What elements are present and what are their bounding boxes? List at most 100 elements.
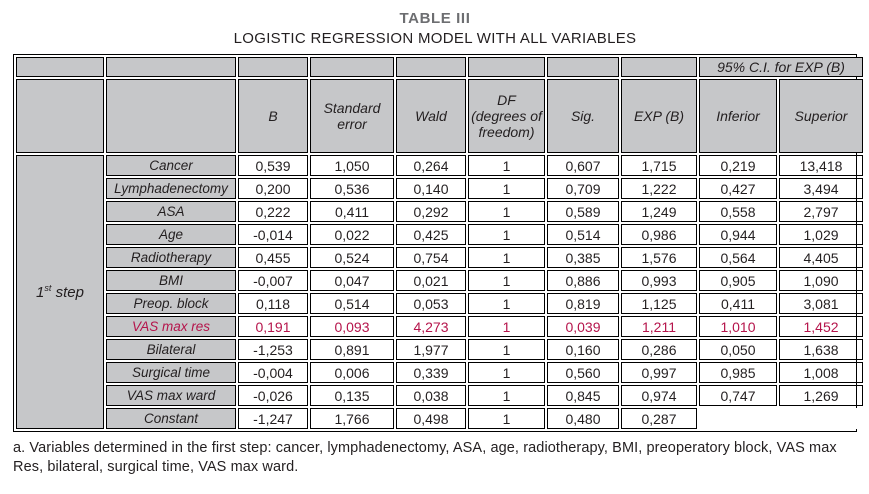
ci-group-header: 95% C.I. for EXP (B) — [699, 57, 864, 77]
value-cell: 0,222 — [238, 201, 308, 222]
value-cell: 1,125 — [621, 293, 697, 314]
value-cell: 0,754 — [396, 247, 466, 268]
value-cell: 0,560 — [547, 362, 619, 383]
variable-name: VAS max res — [106, 316, 236, 337]
empty-header-cell — [106, 79, 236, 153]
value-cell: 0,292 — [396, 201, 466, 222]
column-header-b: B — [238, 79, 308, 153]
value-cell: 1,977 — [396, 339, 466, 360]
empty-header-cell — [621, 57, 697, 77]
step-label: 1st step — [16, 155, 104, 429]
value-cell: 0,160 — [547, 339, 619, 360]
value-cell: 0,053 — [396, 293, 466, 314]
variable-name: Cancer — [106, 155, 236, 176]
value-cell: 0,339 — [396, 362, 466, 383]
table-row: ASA 0,222 0,411 0,292 1 0,589 1,249 0,558 2,797 — [16, 201, 864, 222]
value-cell: 1 — [468, 362, 545, 383]
value-cell: 1,269 — [779, 385, 864, 406]
column-header-standard-error: Standard error — [310, 79, 394, 153]
value-cell: 1,050 — [310, 155, 394, 176]
value-cell: 0,974 — [621, 385, 697, 406]
value-cell: 1,222 — [621, 178, 697, 199]
empty-header-cell — [310, 57, 394, 77]
table-row: Constant -1,247 1,766 0,498 1 0,480 0,287 — [16, 408, 864, 429]
table-row: VAS max res 0,191 0,093 4,273 1 0,039 1,211 1,0… — [16, 316, 864, 337]
table-row: Radiotherapy 0,455 0,524 0,754 1 0,385 1,576 0,… — [16, 247, 864, 268]
empty-header-cell — [106, 57, 236, 77]
table-row: Lymphadenectomy 0,200 0,536 0,140 1 0,709 1,22… — [16, 178, 864, 199]
value-cell: 0,905 — [699, 270, 777, 291]
value-cell: 1,008 — [779, 362, 864, 383]
value-cell: 0,709 — [547, 178, 619, 199]
value-cell: 0,480 — [547, 408, 619, 429]
variable-name: BMI — [106, 270, 236, 291]
table-row: BMI -0,007 0,047 0,021 1 0,886 0,993 0,905 1,090 — [16, 270, 864, 291]
value-cell: 0,411 — [699, 293, 777, 314]
value-cell: 0,427 — [699, 178, 777, 199]
value-cell: 3,494 — [779, 178, 864, 199]
variable-name: ASA — [106, 201, 236, 222]
empty-header-cell — [547, 57, 619, 77]
value-cell: 0,038 — [396, 385, 466, 406]
value-cell: 0,498 — [396, 408, 466, 429]
value-cell: 1,715 — [621, 155, 697, 176]
value-cell: 0,385 — [547, 247, 619, 268]
footnote: a. Variables determined in the first ste… — [13, 440, 837, 475]
value-cell: 0,287 — [621, 408, 697, 429]
value-cell: 0,191 — [238, 316, 308, 337]
value-cell: 1 — [468, 224, 545, 245]
value-cell: 0,985 — [699, 362, 777, 383]
value-cell: 0,140 — [396, 178, 466, 199]
column-header-sig: Sig. — [547, 79, 619, 153]
table-title: TABLE III — [399, 10, 471, 27]
value-cell: 1,211 — [621, 316, 697, 337]
value-cell: 1,010 — [699, 316, 777, 337]
value-cell: 1,452 — [779, 316, 864, 337]
table-body: 1st step Cancer 0,539 1,050 0,264 1 0,607 1,715… — [16, 155, 864, 429]
value-cell: -0,004 — [238, 362, 308, 383]
table-row: Preop. block 0,118 0,514 0,053 1 0,819 1,125 0,… — [16, 293, 864, 314]
column-header-row: B Standard error Wald DF (degrees of fre… — [16, 79, 864, 153]
regression-table: 95% C.I. for EXP (B) B Standard error Wa… — [14, 55, 865, 431]
value-cell: -0,007 — [238, 270, 308, 291]
value-cell: -1,247 — [238, 408, 308, 429]
value-cell: 4,273 — [396, 316, 466, 337]
value-cell: 0,006 — [310, 362, 394, 383]
value-cell: 0,536 — [310, 178, 394, 199]
variable-name: Bilateral — [106, 339, 236, 360]
table-row: Surgical time -0,004 0,006 0,339 1 0,560 0,997… — [16, 362, 864, 383]
column-header-df: DF (degrees of freedom) — [468, 79, 545, 153]
table-row: Bilateral -1,253 0,891 1,977 1 0,160 0,286 0,05… — [16, 339, 864, 360]
variable-name: Age — [106, 224, 236, 245]
variable-name: Surgical time — [106, 362, 236, 383]
empty-header-cell — [468, 57, 545, 77]
value-cell: 0,264 — [396, 155, 466, 176]
value-cell: 0,539 — [238, 155, 308, 176]
variable-name: Preop. block — [106, 293, 236, 314]
value-cell — [699, 408, 777, 429]
value-cell: 1,766 — [310, 408, 394, 429]
value-cell: 1 — [468, 339, 545, 360]
value-cell: 0,047 — [310, 270, 394, 291]
value-cell: 0,524 — [310, 247, 394, 268]
value-cell: 0,558 — [699, 201, 777, 222]
value-cell: -0,014 — [238, 224, 308, 245]
value-cell: 0,425 — [396, 224, 466, 245]
value-cell: 1 — [468, 155, 545, 176]
group-header-row: 95% C.I. for EXP (B) — [16, 57, 864, 77]
value-cell: 4,405 — [779, 247, 864, 268]
value-cell: 0,589 — [547, 201, 619, 222]
value-cell: 0,747 — [699, 385, 777, 406]
value-cell: 0,564 — [699, 247, 777, 268]
value-cell: 1 — [468, 201, 545, 222]
value-cell: 0,607 — [547, 155, 619, 176]
value-cell: 0,455 — [238, 247, 308, 268]
value-cell: 0,514 — [310, 293, 394, 314]
value-cell: 0,997 — [621, 362, 697, 383]
column-header-exp-b: EXP (B) — [621, 79, 697, 153]
value-cell: 1 — [468, 408, 545, 429]
variable-name: VAS max ward — [106, 385, 236, 406]
value-cell: 1 — [468, 293, 545, 314]
value-cell: 0,891 — [310, 339, 394, 360]
value-cell: 0,021 — [396, 270, 466, 291]
